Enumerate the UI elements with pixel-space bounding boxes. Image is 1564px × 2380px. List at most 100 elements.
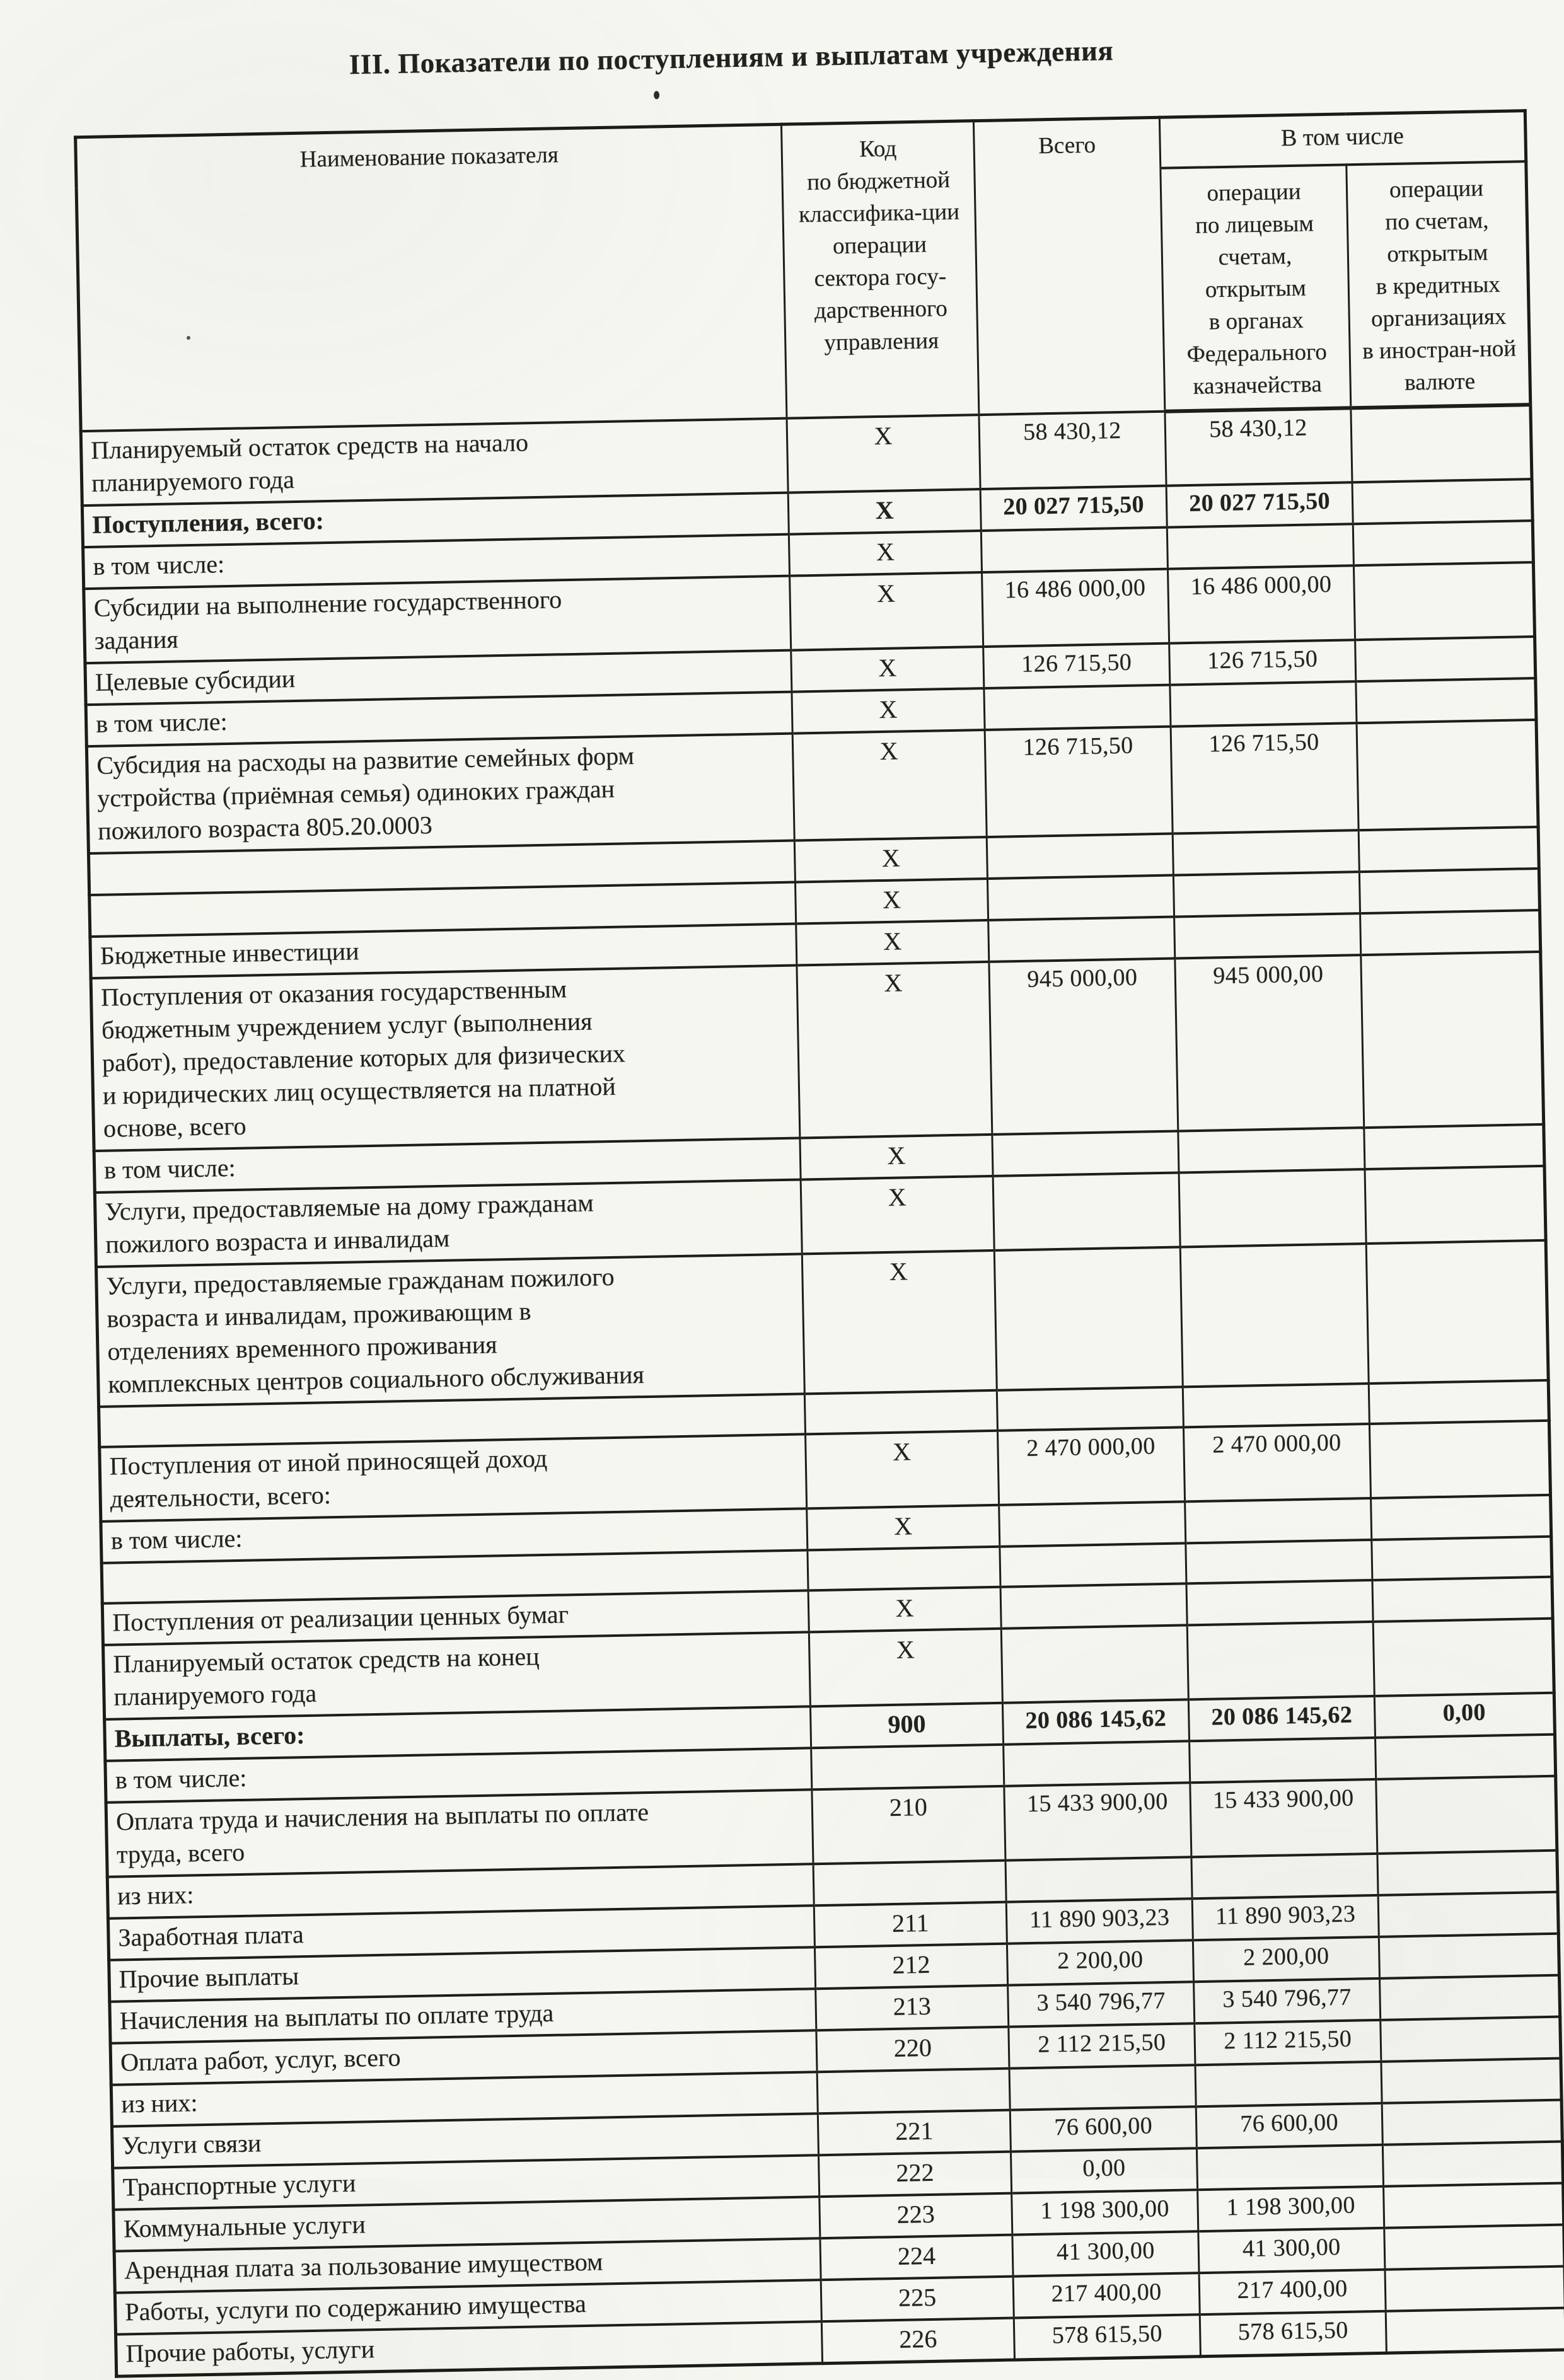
cell-budget-code: 220 <box>816 2026 1010 2072</box>
cell-treasury: 2 112 215,50 <box>1194 2020 1381 2065</box>
header-budget-code: Код по бюджетной классифика-ции операции… <box>781 120 979 419</box>
cell-total: 20 027 715,50 <box>980 485 1167 531</box>
cell-budget-code: X <box>789 572 983 650</box>
cell-total <box>1009 2065 1196 2110</box>
cell-budget-code: 225 <box>821 2276 1014 2322</box>
cell-treasury <box>1185 1540 1372 1584</box>
cell-credit <box>1372 1577 1553 1622</box>
cell-treasury: 11 890 903,23 <box>1192 1895 1379 1941</box>
cell-budget-code: X <box>809 1629 1003 1707</box>
cell-budget-code: X <box>792 730 987 841</box>
cell-treasury: 3 540 796,77 <box>1193 1979 1381 2024</box>
header-indicator-name: Наименование показателя <box>75 124 787 432</box>
cell-total: 578 615,50 <box>1014 2314 1201 2360</box>
cell-total: 58 430,12 <box>978 412 1167 490</box>
cell-budget-code <box>811 1745 1004 1790</box>
cell-treasury: 126 715,50 <box>1169 640 1356 685</box>
cell-credit <box>1378 1892 1559 1938</box>
cell-treasury <box>1179 1169 1367 1247</box>
cell-treasury: 1 198 300,00 <box>1197 2186 1384 2232</box>
cell-treasury: 41 300,00 <box>1198 2228 1385 2273</box>
cell-credit <box>1371 1537 1552 1581</box>
cell-credit <box>1357 720 1539 831</box>
cell-credit <box>1379 1933 1560 1979</box>
cell-budget-code: X <box>789 531 982 576</box>
cell-credit <box>1358 827 1539 872</box>
cell-indicator-name: Субсидия на расходы на развитие семейных… <box>86 733 795 854</box>
cell-total: 2 112 215,50 <box>1008 2023 1195 2069</box>
cell-total: 16 486 000,00 <box>982 569 1169 647</box>
cell-treasury: 126 715,50 <box>1171 723 1359 834</box>
cell-budget-code: X <box>796 920 989 966</box>
cell-total <box>987 833 1174 879</box>
cell-total <box>1005 1857 1193 1903</box>
cell-budget-code: X <box>791 647 984 692</box>
cell-treasury <box>1178 1128 1365 1173</box>
cell-indicator-name: Поступления от оказания государственным … <box>91 965 800 1152</box>
cell-credit <box>1355 678 1536 724</box>
cell-treasury <box>1173 872 1360 917</box>
cell-credit <box>1384 2224 1564 2270</box>
cell-treasury <box>1169 681 1357 727</box>
cell-total: 20 086 145,62 <box>1002 1699 1190 1745</box>
cell-budget-code: X <box>802 1251 997 1394</box>
cell-budget-code: X <box>795 879 988 924</box>
cell-treasury: 2 200,00 <box>1193 1937 1380 1982</box>
cell-credit <box>1375 1735 1556 1780</box>
cell-treasury <box>1187 1622 1375 1700</box>
cell-total: 76 600,00 <box>1010 2106 1197 2152</box>
cell-budget-code: X <box>805 1431 999 1509</box>
cell-indicator-name: Планируемый остаток средств на начало пл… <box>81 419 789 506</box>
cell-indicator-name: Услуги, предоставляемые гражданам пожило… <box>96 1254 805 1407</box>
header-total: Всего <box>973 117 1165 415</box>
cell-treasury <box>1183 1384 1370 1428</box>
cell-total <box>999 1501 1186 1547</box>
cell-total <box>992 1131 1179 1177</box>
cell-total: 15 433 900,00 <box>1004 1782 1191 1861</box>
scanned-document-sheet: III. Показатели по поступлениям и выплат… <box>74 35 1564 2379</box>
cell-budget-code: X <box>791 688 985 734</box>
cell-treasury <box>1191 1854 1379 1899</box>
cell-total <box>1001 1625 1189 1704</box>
cell-treasury <box>1186 1580 1374 1626</box>
table-header: Наименование показателя Код по бюджетной… <box>75 110 1531 432</box>
cell-total: 126 715,50 <box>983 643 1170 689</box>
cell-treasury: 2 470 000,00 <box>1183 1424 1371 1502</box>
cell-indicator-name: Субсидии на выполнение государственного … <box>83 575 791 664</box>
cell-credit <box>1384 2266 1564 2312</box>
cell-treasury <box>1174 913 1361 959</box>
cell-credit <box>1350 405 1532 483</box>
cell-total <box>1003 1741 1190 1787</box>
table-row: Услуги, предоставляемые гражданам пожило… <box>96 1240 1549 1407</box>
cell-budget-code: 224 <box>820 2234 1014 2280</box>
table-body: Планируемый остаток средств на начало пл… <box>81 405 1564 2377</box>
cell-total <box>987 875 1174 921</box>
cell-budget-code <box>813 1861 1007 1906</box>
cell-treasury <box>1167 524 1354 569</box>
cell-total: 217 400,00 <box>1013 2273 1200 2318</box>
cell-credit <box>1359 869 1540 914</box>
cell-indicator-name: Оплата труда и начисления на выплаты по … <box>106 1789 814 1878</box>
cell-indicator-name: Планируемый остаток средств на конец пла… <box>103 1632 811 1720</box>
cell-treasury: 217 400,00 <box>1199 2270 1386 2315</box>
cell-treasury <box>1189 1738 1376 1783</box>
cell-treasury: 15 433 900,00 <box>1190 1779 1377 1857</box>
cell-budget-code: X <box>787 415 981 493</box>
cell-treasury: 20 027 715,50 <box>1166 482 1353 528</box>
cell-credit <box>1381 2058 1562 2104</box>
cell-credit <box>1377 1851 1558 1896</box>
cell-budget-code: X <box>799 1135 993 1180</box>
cell-treasury: 578 615,50 <box>1200 2311 1387 2357</box>
ink-dot <box>653 91 660 100</box>
cell-credit <box>1360 952 1544 1128</box>
cell-credit <box>1370 1495 1551 1540</box>
cell-budget-code: X <box>794 837 988 882</box>
cell-total: 0,00 <box>1011 2148 1198 2193</box>
cell-budget-code: 222 <box>818 2151 1012 2197</box>
cell-total <box>994 1247 1183 1391</box>
cell-total: 11 890 903,23 <box>1006 1898 1193 1944</box>
cell-total <box>983 685 1171 731</box>
cell-credit <box>1382 2100 1563 2146</box>
cell-budget-code: X <box>808 1587 1002 1632</box>
cell-credit <box>1360 910 1541 956</box>
